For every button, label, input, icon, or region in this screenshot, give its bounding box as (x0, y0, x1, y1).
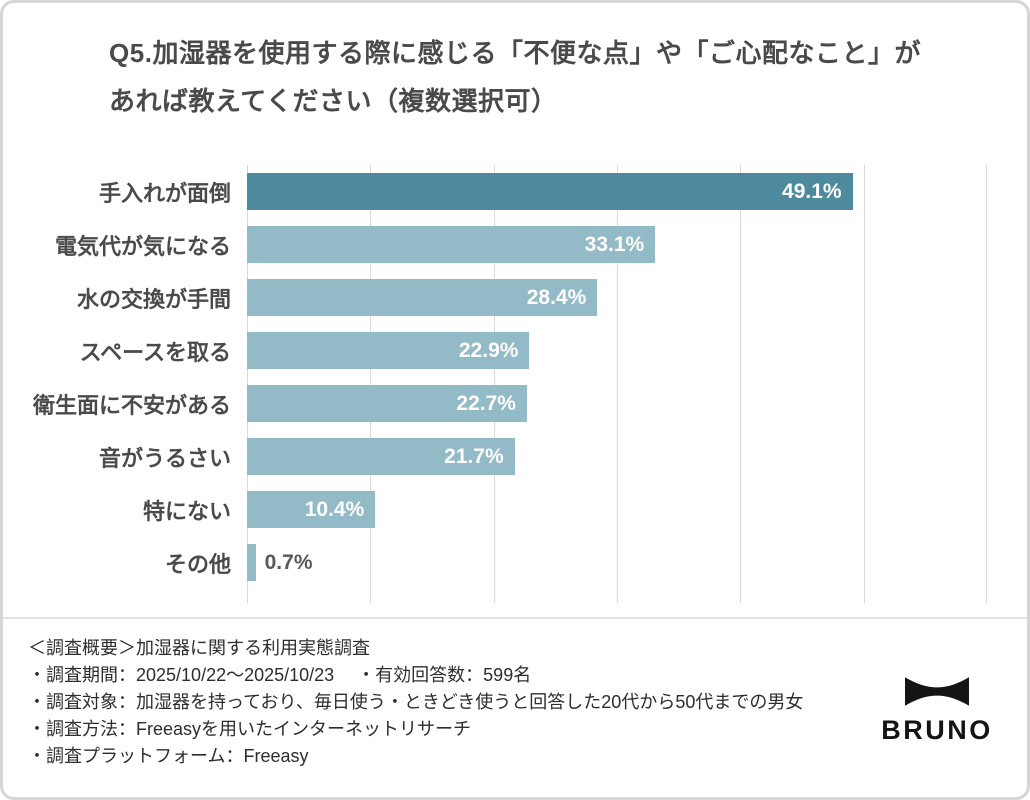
bar-value-label: 22.7% (456, 391, 516, 415)
bar-value-label: 28.4% (526, 285, 587, 309)
category-label: 特にない (142, 498, 231, 524)
bowtie-icon (905, 677, 969, 706)
chart-row: 衛生面に不安がある 22.7% (3, 377, 1027, 430)
bar-value-label: 33.1% (584, 232, 645, 256)
survey-period: ・調査期間：2025/10/22～2025/10/23 ・有効回答数：599名 (28, 665, 532, 685)
bar-value-label: 0.7% (264, 550, 313, 574)
bar: 0.7% (247, 544, 313, 581)
bar-track: 33.1% (247, 226, 987, 263)
category-label: 音がうるさい (98, 445, 231, 471)
bar-value-label: 10.4% (304, 497, 365, 521)
chart-row: スペースを取る 22.9% (3, 324, 1027, 377)
bar: 33.1% (247, 226, 656, 263)
title-line-1: Q5.加湿器を使用する際に感じる「不便な点」や「ご心配なこと」が (109, 38, 921, 68)
category-label: スペースを取る (79, 339, 231, 365)
bar-value-label: 22.9% (458, 338, 519, 362)
chart-row: 手入れが面倒 49.1% (3, 165, 1027, 218)
page-title: Q5.加湿器を使用する際に感じる「不便な点」や「ご心配なこと」が あれば教えてく… (109, 29, 921, 125)
survey-platform: ・調査プラットフォーム：Freeasy (28, 746, 309, 766)
category-label: 衛生面に不安がある (32, 392, 231, 418)
survey-overview-title: ＜調査概要＞加湿器に関する利用実態調査 (28, 638, 370, 658)
bar-track: 22.9% (247, 332, 987, 369)
chart-rows: 手入れが面倒 49.1% 電気代が気になる 33.1% 水の交換が手間 (3, 165, 1027, 589)
bar-chart: 手入れが面倒 49.1% 電気代が気になる 33.1% 水の交換が手間 (3, 165, 1027, 603)
bar-track: 21.7% (247, 438, 987, 475)
bar: 22.9% (247, 332, 530, 369)
survey-summary-footer: ＜調査概要＞加湿器に関する利用実態調査 ・調査期間：2025/10/22～202… (3, 617, 1027, 797)
chart-row: 水の交換が手間 28.4% (3, 271, 1027, 324)
chart-row: その他 0.7% (3, 536, 1027, 589)
chart-row: 音がうるさい 21.7% (3, 430, 1027, 483)
title-line-2: あれば教えてください（複数選択可） (109, 86, 558, 116)
bar: 10.4% (247, 491, 376, 528)
bar: 21.7% (247, 438, 515, 475)
bar-value-label: 49.1% (782, 179, 842, 203)
bruno-logo: BRUNO (879, 675, 995, 746)
bar: 22.7% (247, 385, 527, 422)
chart-row: 特にない 10.4% (3, 483, 1027, 536)
category-label: 手入れが面倒 (98, 180, 231, 206)
bar-value-label: 21.7% (444, 444, 504, 468)
bar: 28.4% (247, 279, 598, 316)
chart-row: 電気代が気になる 33.1% (3, 218, 1027, 271)
bar: 49.1% (247, 173, 853, 210)
survey-method: ・調査方法：Freeasyを用いたインターネットリサーチ (28, 719, 472, 739)
category-label: 電気代が気になる (54, 233, 231, 259)
bar-track: 28.4% (247, 279, 987, 316)
bar-track: 10.4% (247, 491, 987, 528)
category-label: その他 (164, 551, 231, 577)
bar-track: 0.7% (247, 544, 987, 581)
bar-track: 22.7% (247, 385, 987, 422)
category-label: 水の交換が手間 (76, 286, 231, 312)
bar-track: 49.1% (247, 173, 987, 210)
bruno-logo-text: BRUNO (881, 715, 993, 745)
survey-target: ・調査対象：加湿器を持っており、毎日使う・ときどき使うと回答した20代から50代… (28, 692, 804, 712)
